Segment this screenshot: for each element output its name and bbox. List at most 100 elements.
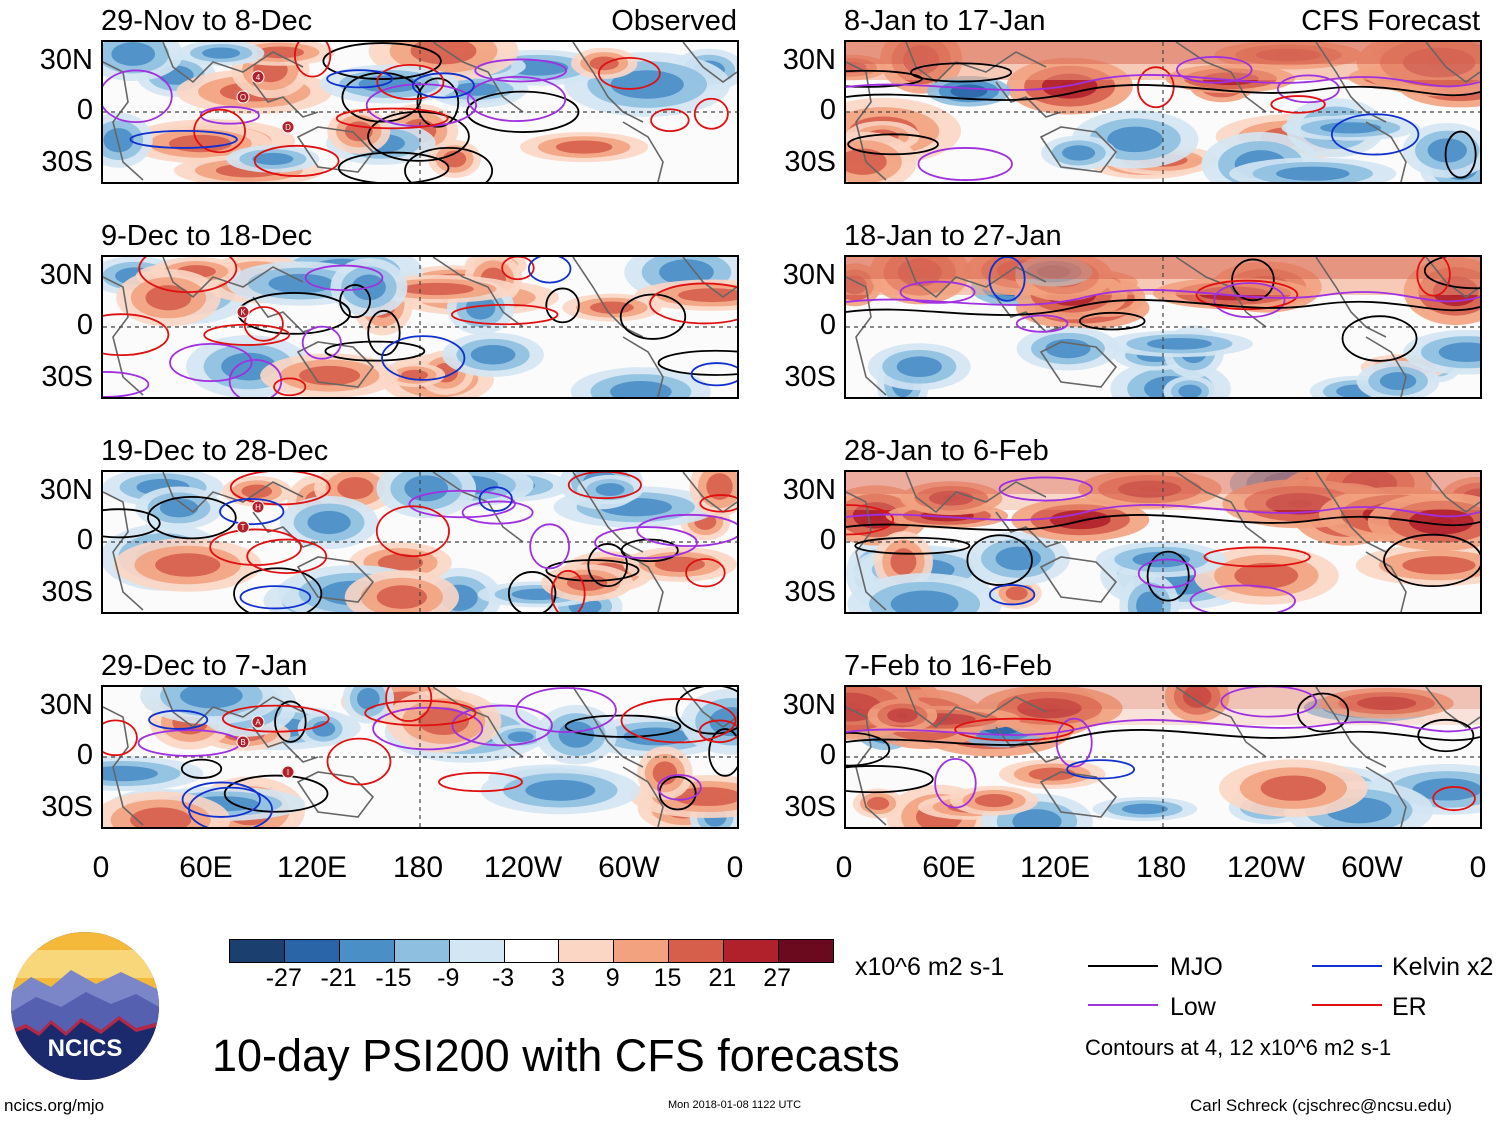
lat-label: 30S	[41, 146, 93, 178]
psi200-anomaly-map: B A I	[103, 687, 737, 827]
svg-text:H: H	[255, 503, 261, 512]
lat-label: 0	[76, 524, 93, 556]
lat-label: 0	[819, 524, 836, 556]
colorbar	[229, 939, 834, 963]
lon-label: 180	[392, 851, 444, 884]
lat-label: 0	[76, 94, 93, 126]
colorbar-tick: -15	[375, 964, 412, 992]
lat-label: 0	[819, 309, 836, 341]
lat-label: 0	[819, 739, 836, 771]
legend-lines	[1088, 965, 1382, 1006]
observed-column-header: Observed	[611, 5, 737, 37]
colorbar-tick: 15	[653, 964, 682, 992]
svg-text:I: I	[287, 768, 289, 777]
svg-text:O: O	[240, 93, 246, 102]
colorbar-tick: -21	[320, 964, 357, 992]
psi200-anomaly-map	[846, 42, 1480, 182]
storm-marker: B	[236, 735, 250, 749]
lat-label: 30N	[39, 689, 93, 721]
storm-marker: K	[236, 305, 250, 319]
svg-text:B: B	[240, 738, 245, 747]
lat-label: 0	[819, 94, 836, 126]
observed-panel-title-2: 9-Dec to 18-Dec	[101, 220, 313, 252]
lon-label: 120W	[1226, 851, 1306, 884]
storm-marker: 4	[251, 70, 265, 84]
lon-label: 120E	[276, 851, 348, 884]
colorbar-tick: 21	[708, 964, 737, 992]
legend-kelvin: Kelvin x2	[1392, 953, 1494, 981]
lat-label: 30N	[782, 474, 836, 506]
lat-label: 30N	[782, 689, 836, 721]
forecast-map-panel-4	[844, 685, 1482, 829]
logo-text: NCICS	[48, 1035, 123, 1062]
lat-label: 30N	[39, 474, 93, 506]
website-link[interactable]: ncics.org/mjo	[4, 1096, 105, 1115]
psi200-anomaly-map: O 4 D	[103, 42, 737, 182]
lon-label: 0	[1469, 851, 1487, 884]
legend-er: ER	[1392, 993, 1427, 1021]
colorbar-swatch	[338, 940, 394, 962]
colorbar-swatch	[448, 940, 504, 962]
lat-label: 30N	[39, 44, 93, 76]
colorbar-swatch	[723, 940, 779, 962]
forecast-panel-title-1: 8-Jan to 17-Jan	[844, 5, 1046, 37]
lat-label: 30S	[784, 576, 836, 608]
lon-label: 120W	[483, 851, 563, 884]
forecast-map-panel-1	[844, 40, 1482, 184]
forecast-panel-title-4: 7-Feb to 16-Feb	[844, 650, 1052, 682]
psi200-anomaly-map	[846, 472, 1480, 612]
colorbar-swatch	[558, 940, 614, 962]
observed-map-panel-2: K	[101, 255, 739, 399]
lat-label: 30N	[39, 259, 93, 291]
lon-label: 0	[726, 851, 744, 884]
observed-panel-title-1: 29-Nov to 8-Dec	[101, 5, 313, 37]
lon-label: 60E	[179, 851, 233, 884]
lon-label: 60E	[922, 851, 976, 884]
colorbar-tick: -9	[437, 964, 460, 992]
forecast-map-panel-3	[844, 470, 1482, 614]
observed-map-panel-1: O 4 D	[101, 40, 739, 184]
lon-label: 180	[1135, 851, 1187, 884]
lon-label: 60W	[1341, 851, 1403, 884]
lat-label: 30S	[41, 576, 93, 608]
colorbar-unit: x10^6 m2 s-1	[855, 953, 1005, 981]
storm-marker: A	[251, 715, 265, 729]
colorbar-tick: 3	[550, 964, 565, 992]
legend-low: Low	[1170, 993, 1216, 1021]
colorbar-tick: -27	[265, 964, 302, 992]
observed-panel-title-4: 29-Dec to 7-Jan	[101, 650, 308, 682]
forecast-panel-title-3: 28-Jan to 6-Feb	[844, 435, 1049, 467]
forecast-map-panel-2	[844, 255, 1482, 399]
contours-note: Contours at 4, 12 x10^6 m2 s-1	[1085, 1035, 1392, 1060]
psi200-anomaly-map	[846, 687, 1480, 827]
colorbar-swatch	[613, 940, 669, 962]
colorbar-swatch	[283, 940, 339, 962]
lat-label: 30S	[784, 146, 836, 178]
main-title: 10-day PSI200 with CFS forecasts	[212, 1030, 900, 1081]
colorbar-tick: 27	[763, 964, 792, 992]
timestamp: Mon 2018-01-08 1122 UTC	[668, 1099, 802, 1111]
lat-label: 30S	[784, 361, 836, 393]
lat-label: 30N	[782, 44, 836, 76]
colorbar-tick: 9	[605, 964, 620, 992]
storm-marker: T	[236, 520, 250, 534]
ncics-logo: NCICS	[11, 932, 159, 1080]
svg-text:K: K	[240, 308, 246, 317]
svg-text:T: T	[241, 523, 246, 532]
colorbar-swatch	[503, 940, 559, 962]
colorbar-swatch	[230, 940, 284, 962]
lon-label: 120E	[1019, 851, 1091, 884]
legend-mjo: MJO	[1170, 953, 1223, 981]
svg-text:A: A	[255, 718, 261, 727]
colorbar-swatch	[778, 940, 833, 962]
lat-label: 30S	[41, 791, 93, 823]
lat-label: 30S	[41, 361, 93, 393]
lat-label: 30S	[784, 791, 836, 823]
lon-label: 0	[92, 851, 110, 884]
lat-label: 0	[76, 309, 93, 341]
storm-marker: D	[281, 120, 295, 134]
storm-marker: O	[236, 90, 250, 104]
forecast-panel-title-2: 18-Jan to 27-Jan	[844, 220, 1062, 252]
observed-panel-title-3: 19-Dec to 28-Dec	[101, 435, 329, 467]
